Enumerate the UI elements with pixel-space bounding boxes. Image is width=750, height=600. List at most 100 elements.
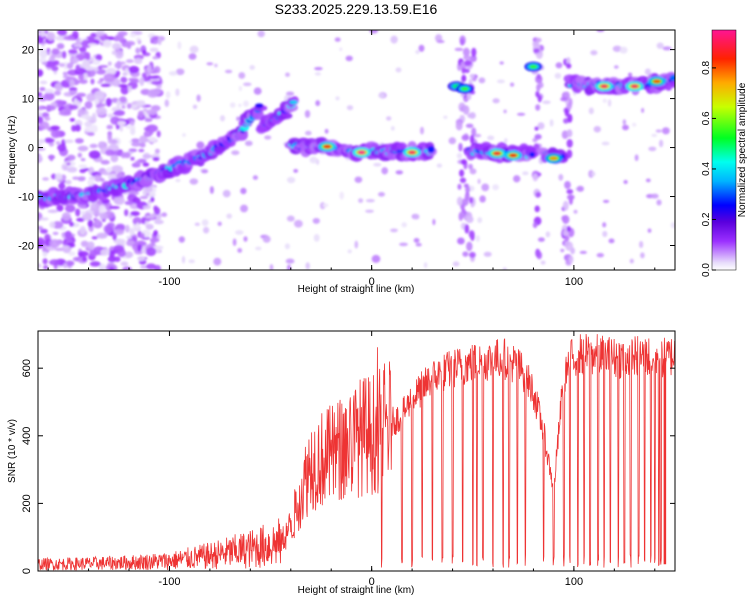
noise-speckle <box>201 219 209 227</box>
noise-speckle <box>38 143 42 147</box>
noise-speckle <box>76 92 87 98</box>
noise-speckle <box>81 212 93 221</box>
streak-speckle <box>564 235 570 242</box>
noise-speckle <box>85 116 92 121</box>
noise-speckle <box>165 91 171 99</box>
noise-speckle <box>117 120 126 126</box>
hotspot-core <box>509 153 518 158</box>
streak-speckle <box>564 240 571 247</box>
noise-speckle <box>423 262 428 269</box>
snr-panel: -100 0 100 0 200 400 600 Height of straight li… <box>7 330 676 596</box>
noise-speckle <box>436 40 445 44</box>
noise-speckle <box>670 222 675 229</box>
noise-speckle <box>141 216 146 225</box>
noise-speckle <box>38 116 44 124</box>
noise-speckle <box>201 169 209 174</box>
colorbar-tick-label: 0.4 <box>701 162 712 176</box>
streak-speckle <box>568 97 573 107</box>
noise-speckle <box>252 175 259 180</box>
streak-speckle <box>462 105 470 115</box>
noise-speckle <box>662 46 672 51</box>
noise-speckle <box>87 43 98 47</box>
noise-speckle <box>100 212 108 220</box>
noise-speckle <box>157 37 162 46</box>
noise-speckle <box>81 210 86 216</box>
spectrogram-xlabel: Height of straight line (km) <box>298 284 415 295</box>
noise-speckle <box>66 166 78 173</box>
noise-speckle <box>124 200 134 206</box>
noise-speckle <box>602 98 607 103</box>
noise-speckle <box>177 41 182 50</box>
noise-speckle <box>106 166 113 173</box>
colorbar: 0.0 0.2 0.4 0.6 0.8 Normalized spectral ampl… <box>701 29 748 277</box>
hotspot-core <box>630 84 639 89</box>
streak-speckle <box>469 168 477 175</box>
noise-speckle <box>38 226 44 230</box>
noise-speckle <box>242 82 252 87</box>
noise-speckle <box>42 61 48 66</box>
noise-speckle <box>588 169 594 178</box>
noise-speckle <box>189 178 199 185</box>
streak-speckle <box>465 215 474 224</box>
noise-speckle <box>549 119 554 127</box>
noise-speckle <box>479 195 486 203</box>
noise-speckle <box>124 251 134 259</box>
noise-speckle <box>196 141 205 150</box>
hotspot-core <box>408 150 417 155</box>
noise-speckle <box>129 104 138 109</box>
streak-speckle <box>468 230 475 239</box>
noise-speckle <box>112 42 122 51</box>
noise-speckle <box>314 72 321 76</box>
noise-speckle <box>87 132 95 136</box>
noise-speckle <box>249 65 255 70</box>
noise-speckle <box>418 44 425 52</box>
noise-speckle <box>150 80 162 85</box>
noise-speckle <box>38 237 45 246</box>
noise-speckle <box>91 236 98 240</box>
noise-speckle <box>496 79 505 84</box>
colorbar-label: Normalized spectral amplitude <box>737 82 748 217</box>
noise-speckle <box>39 80 48 85</box>
streak-speckle <box>566 194 575 200</box>
noise-speckle <box>99 266 105 270</box>
streak-speckle <box>464 193 470 201</box>
noise-speckle <box>115 223 126 230</box>
noise-speckle <box>120 85 129 95</box>
noise-speckle <box>452 261 460 267</box>
noise-speckle <box>120 76 128 84</box>
noise-speckle <box>49 154 54 162</box>
streak-speckle <box>466 92 472 101</box>
noise-speckle <box>83 72 88 81</box>
noise-speckle <box>48 259 61 266</box>
streak-speckle <box>562 229 569 237</box>
y-tick-label: 400 <box>21 427 33 445</box>
noise-speckle <box>51 48 60 55</box>
noise-speckle <box>602 230 608 238</box>
noise-speckle <box>257 30 265 38</box>
streak-speckle <box>469 134 475 144</box>
noise-speckle <box>134 57 143 65</box>
noise-speckle <box>346 105 354 111</box>
noise-speckle <box>522 171 529 176</box>
noise-speckle <box>224 69 233 74</box>
noise-speckle <box>88 150 101 159</box>
noise-speckle <box>99 77 105 82</box>
noise-speckle <box>139 135 148 144</box>
noise-speckle <box>608 238 615 244</box>
streak-speckle <box>469 196 474 204</box>
noise-speckle <box>38 121 50 130</box>
noise-speckle <box>42 177 50 181</box>
noise-speckle <box>38 107 44 111</box>
noise-speckle <box>304 109 311 118</box>
noise-speckle <box>69 79 75 88</box>
noise-speckle <box>339 191 344 200</box>
noise-speckle <box>142 49 147 55</box>
ridge-halo <box>670 79 675 88</box>
noise-speckle <box>632 122 637 127</box>
noise-speckle <box>137 255 146 262</box>
noise-speckle <box>232 238 237 246</box>
noise-speckle <box>107 36 116 41</box>
noise-speckle <box>188 53 197 60</box>
noise-speckle <box>72 30 79 39</box>
noise-speckle <box>87 241 95 250</box>
